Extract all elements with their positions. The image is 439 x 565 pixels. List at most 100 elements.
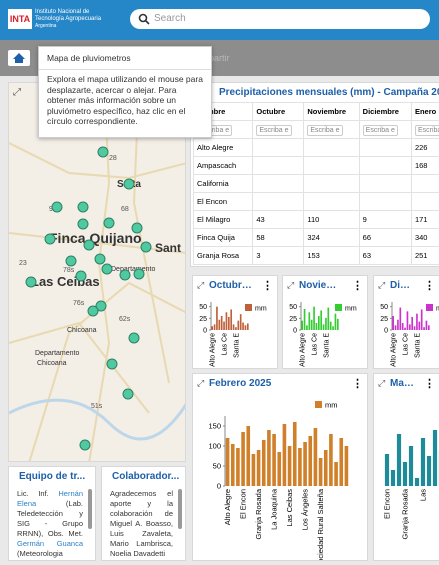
rain-gauge[interactable] bbox=[119, 269, 131, 281]
bar bbox=[292, 422, 297, 486]
rain-gauge[interactable] bbox=[97, 146, 109, 158]
search-box[interactable]: Search bbox=[130, 9, 430, 29]
rain-gauge[interactable] bbox=[131, 222, 143, 234]
rain-gauge[interactable] bbox=[128, 332, 140, 344]
text: Lic. Inf. bbox=[17, 489, 59, 498]
route-label: 68 bbox=[121, 206, 129, 213]
y-tick-label: 50 bbox=[289, 304, 297, 311]
data-table: NombreOctubreNoviembreDiciembreEneroEscr… bbox=[192, 102, 439, 265]
bar bbox=[318, 458, 323, 486]
bar bbox=[310, 319, 313, 330]
table-row: California bbox=[192, 174, 439, 193]
chart-title: Febrero 2025 bbox=[209, 378, 272, 389]
map-label: Chicoana bbox=[67, 327, 97, 334]
panel-text: Agradecemos el aporte y la colaboración … bbox=[102, 486, 185, 559]
bar bbox=[402, 462, 408, 486]
rain-gauge[interactable] bbox=[103, 217, 115, 229]
table-cell: 324 bbox=[303, 228, 360, 247]
route-label: 51s bbox=[91, 403, 103, 410]
legend-label: mm bbox=[255, 306, 267, 313]
x-tick-label: Sociedad Rural Salteña bbox=[316, 488, 325, 560]
filter-input[interactable]: Escriba e bbox=[414, 125, 439, 136]
bar bbox=[237, 320, 240, 330]
chart-panel: Febrero 2025 ⋮ ⤢ 0 50 100 150 Alto Alegre El Enc… bbox=[192, 373, 368, 561]
route-label: 78s bbox=[63, 267, 75, 274]
rain-gauge[interactable] bbox=[51, 201, 63, 213]
y-tick-label: 0 bbox=[217, 482, 221, 491]
bar bbox=[394, 325, 397, 330]
menu-icon[interactable]: ⋮ bbox=[424, 280, 435, 292]
menu-icon[interactable]: ⋮ bbox=[352, 280, 363, 292]
rain-gauge[interactable] bbox=[140, 241, 152, 253]
rain-gauge[interactable] bbox=[133, 268, 145, 280]
rain-gauge[interactable] bbox=[95, 300, 107, 312]
rain-gauge[interactable] bbox=[106, 358, 118, 370]
bar bbox=[308, 312, 311, 330]
chart: 0 25 50 Alto Alegre Las Ce Santa E mm bbox=[199, 302, 267, 367]
bar bbox=[232, 324, 235, 330]
tooltip: Mapa de pluviometros Explora el mapa uti… bbox=[38, 46, 212, 138]
filter-input[interactable]: Escriba e bbox=[256, 125, 292, 136]
table-row: Ampascach 168 bbox=[192, 156, 439, 175]
bar bbox=[427, 325, 430, 330]
bar bbox=[218, 319, 221, 330]
table-cell: 110 bbox=[303, 210, 360, 229]
x-tick-label: Alto Alegre bbox=[300, 333, 307, 367]
rain-gauge[interactable] bbox=[44, 233, 56, 245]
table-panel: Precipitaciones mensuales (mm) - Campaña… bbox=[190, 82, 439, 267]
bar bbox=[420, 438, 426, 486]
rain-gauge[interactable] bbox=[75, 270, 87, 282]
rain-gauge[interactable] bbox=[101, 263, 113, 275]
chart: 0 25 50 Alto Alegre Las Ce Santa E mm bbox=[380, 302, 439, 367]
legend-label: mm bbox=[345, 306, 357, 313]
org-name: Instituto Nacional de Tecnología Agropec… bbox=[35, 9, 101, 30]
map-label: Chicoana bbox=[37, 360, 67, 367]
menu-icon[interactable]: ⋮ bbox=[352, 378, 363, 390]
bar bbox=[242, 322, 244, 330]
bar bbox=[246, 323, 249, 330]
filter-input[interactable]: Escriba e bbox=[362, 125, 398, 136]
rain-gauge[interactable] bbox=[83, 239, 95, 251]
bar bbox=[323, 450, 328, 486]
expand-icon: ⤢ bbox=[197, 378, 205, 388]
bar bbox=[329, 321, 332, 330]
rain-gauge[interactable] bbox=[79, 439, 91, 451]
filter-input[interactable]: Escriba e bbox=[307, 125, 343, 136]
filter-input[interactable]: Escriba e bbox=[197, 125, 233, 136]
menu-icon[interactable]: ⋮ bbox=[424, 378, 435, 390]
scrollbar bbox=[88, 489, 92, 529]
rain-gauge[interactable] bbox=[77, 218, 89, 230]
rain-gauge[interactable] bbox=[25, 276, 37, 288]
home-button[interactable] bbox=[8, 50, 30, 66]
y-tick-label: 25 bbox=[199, 316, 207, 323]
expand-icon: ⤢ bbox=[378, 378, 386, 388]
chart-header: Diciembre...⋮ bbox=[374, 276, 439, 296]
table-cell bbox=[252, 174, 305, 193]
rain-gauge[interactable] bbox=[65, 255, 77, 267]
bar bbox=[425, 320, 428, 330]
column-header: Enero bbox=[410, 102, 439, 121]
bar bbox=[277, 452, 282, 486]
table-cell bbox=[358, 174, 412, 193]
table-cell: 340 bbox=[410, 228, 439, 247]
chart-panel: Octubre ... ⋮ ⤢ 0 25 50 Alto Alegre Las Ce Santa… bbox=[192, 275, 278, 369]
column-header: Noviembre bbox=[303, 102, 360, 121]
search-placeholder: Search bbox=[154, 13, 186, 24]
bar bbox=[301, 320, 304, 330]
menu-icon[interactable]: ⋮ bbox=[262, 280, 273, 292]
rain-gauge[interactable] bbox=[87, 305, 99, 317]
filter-cell: Escriba e bbox=[303, 120, 360, 139]
legend-swatch bbox=[426, 304, 433, 311]
bar bbox=[329, 434, 333, 486]
bar bbox=[261, 440, 266, 486]
column-header: Octubre bbox=[252, 102, 305, 121]
panel-title: Equipo de tr... bbox=[19, 471, 86, 482]
rain-gauge[interactable] bbox=[123, 178, 135, 190]
rain-gauge[interactable] bbox=[122, 388, 134, 400]
x-tick-label: Las Ceibas bbox=[285, 489, 294, 527]
rain-gauge[interactable] bbox=[77, 201, 89, 213]
rain-gauge[interactable] bbox=[94, 253, 106, 265]
text: Agradecemos el aporte y la colaboración … bbox=[110, 489, 173, 558]
logo: INTA bbox=[8, 9, 32, 29]
